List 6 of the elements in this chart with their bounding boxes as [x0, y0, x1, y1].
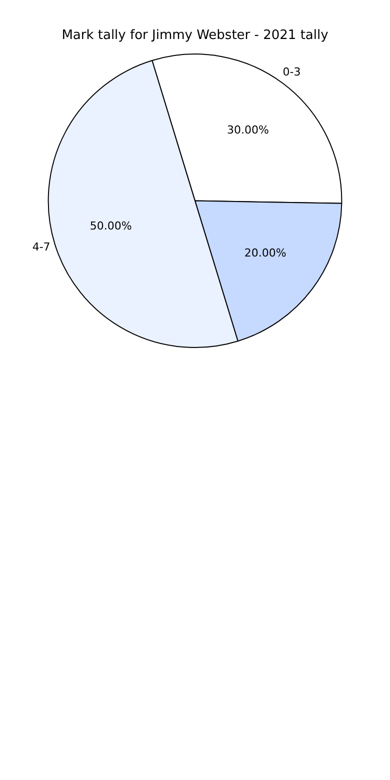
data-label: 30.00% [226, 123, 269, 136]
data-label: 20.00% [244, 246, 286, 260]
slice-label: 4-7 [32, 240, 50, 254]
data-label: 50.00% [90, 219, 132, 232]
chart-title: Mark tally for Jimmy Webster - 2021 tally [62, 28, 329, 44]
slice-label: 0-3 [282, 65, 301, 78]
